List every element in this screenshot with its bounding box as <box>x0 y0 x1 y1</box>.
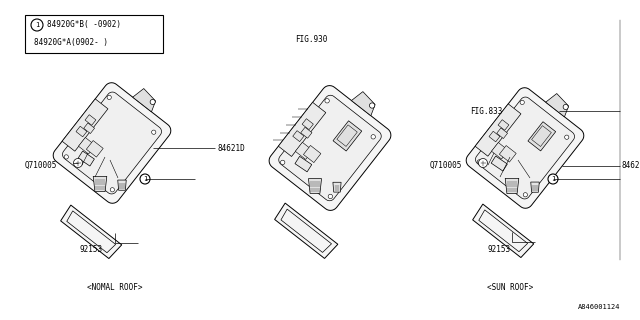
Polygon shape <box>269 85 391 211</box>
Polygon shape <box>499 146 516 162</box>
Text: 92153: 92153 <box>80 244 103 253</box>
Circle shape <box>152 130 156 134</box>
Polygon shape <box>63 92 161 194</box>
Text: 1: 1 <box>551 176 555 182</box>
Polygon shape <box>301 127 312 138</box>
Polygon shape <box>275 203 338 259</box>
Polygon shape <box>295 142 313 159</box>
Polygon shape <box>279 95 381 201</box>
Circle shape <box>479 158 488 167</box>
Circle shape <box>524 193 527 197</box>
Polygon shape <box>292 131 304 142</box>
Polygon shape <box>531 182 540 192</box>
Circle shape <box>563 104 568 109</box>
Polygon shape <box>528 122 556 151</box>
Polygon shape <box>333 182 341 192</box>
Circle shape <box>477 160 481 164</box>
Polygon shape <box>78 151 94 166</box>
Text: 92153: 92153 <box>488 244 511 253</box>
Polygon shape <box>466 88 584 208</box>
Polygon shape <box>302 119 314 130</box>
Polygon shape <box>476 97 575 199</box>
Polygon shape <box>497 128 508 139</box>
Polygon shape <box>93 176 107 192</box>
Text: 84920G*A(0902- ): 84920G*A(0902- ) <box>34 37 108 46</box>
Circle shape <box>110 188 115 192</box>
Polygon shape <box>79 138 95 154</box>
Circle shape <box>564 135 569 139</box>
Polygon shape <box>132 89 156 112</box>
Circle shape <box>74 158 83 167</box>
Polygon shape <box>498 120 509 130</box>
Polygon shape <box>295 156 312 172</box>
Text: FIG.833: FIG.833 <box>470 107 502 116</box>
Polygon shape <box>333 121 362 151</box>
Polygon shape <box>308 179 321 193</box>
Polygon shape <box>491 156 508 171</box>
Circle shape <box>548 174 558 184</box>
Text: A846001124: A846001124 <box>577 304 620 310</box>
Text: Q710005: Q710005 <box>25 161 58 170</box>
Polygon shape <box>53 83 171 203</box>
Circle shape <box>140 174 150 184</box>
Circle shape <box>325 99 330 103</box>
Polygon shape <box>546 93 568 117</box>
Circle shape <box>150 100 156 105</box>
Circle shape <box>328 194 333 199</box>
Circle shape <box>64 155 68 159</box>
Circle shape <box>280 160 285 164</box>
Circle shape <box>369 103 375 108</box>
Polygon shape <box>86 140 103 157</box>
Circle shape <box>31 19 43 31</box>
Text: Q710005: Q710005 <box>430 161 462 170</box>
Text: <SUN ROOF>: <SUN ROOF> <box>487 284 533 292</box>
Polygon shape <box>303 146 321 163</box>
Polygon shape <box>85 115 96 125</box>
Text: 1: 1 <box>143 176 147 182</box>
Polygon shape <box>84 123 95 133</box>
Polygon shape <box>475 104 521 156</box>
Polygon shape <box>278 102 326 156</box>
Polygon shape <box>489 131 500 142</box>
Text: <NOMAL ROOF>: <NOMAL ROOF> <box>87 284 143 292</box>
Polygon shape <box>492 142 508 159</box>
Polygon shape <box>76 126 87 137</box>
Polygon shape <box>61 205 122 259</box>
Bar <box>25 15 163 53</box>
Circle shape <box>371 135 376 139</box>
Text: 1: 1 <box>35 22 39 28</box>
Circle shape <box>520 100 524 105</box>
Text: 84920G*B( -0902): 84920G*B( -0902) <box>47 20 121 29</box>
Polygon shape <box>62 99 108 151</box>
Text: 84621D: 84621D <box>217 144 244 153</box>
Polygon shape <box>118 180 126 190</box>
Text: FIG.930: FIG.930 <box>295 36 328 44</box>
Polygon shape <box>473 204 534 258</box>
Polygon shape <box>505 178 519 194</box>
Text: 84621D: 84621D <box>622 161 640 170</box>
Polygon shape <box>351 92 375 116</box>
Circle shape <box>107 95 111 100</box>
